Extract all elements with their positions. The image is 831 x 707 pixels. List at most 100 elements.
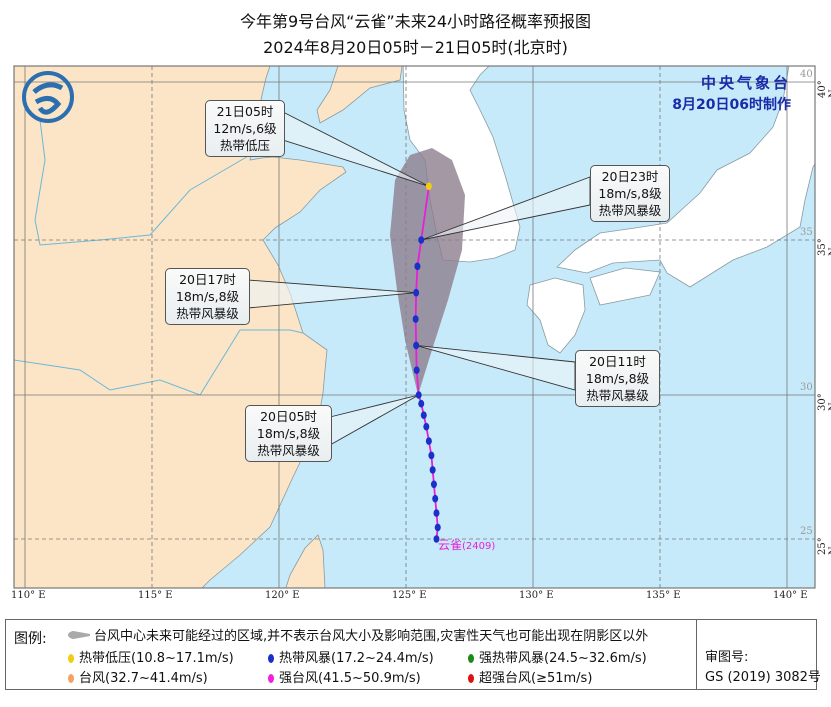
callout-wind: 18m/s,8级 [598,186,662,201]
lat-tick-label: 30° N [817,393,831,411]
callout-time: 20日17时 [179,272,236,287]
forecast-uncertainty-cone [390,148,465,395]
agency-name: 中央气象台 [700,74,791,92]
track-point-tropical-storm [412,315,419,323]
lat-tick-label: 35° N [817,238,831,256]
taiwan [285,534,326,588]
track-point-tropical-storm [434,523,441,532]
track-point-tropical-storm [429,466,436,474]
legend-item: 热带风暴(17.2~24.4m/s) [268,647,434,666]
graticule [14,66,815,588]
callout-lines [247,111,591,446]
track-point-tropical-storm [413,366,420,375]
callout-grade: 热带低压 [219,138,270,153]
intensity-dot-icon [468,674,474,683]
callout-grade: 热带风暴级 [176,306,239,321]
review-number: GS (2019) 3082号 [705,670,821,685]
legend-item: 超强台风(≥51m/s) [468,667,592,686]
callout-grade: 热带风暴级 [586,388,649,403]
review-label: 审图号: [705,650,749,665]
intensity-dot-icon [68,654,74,663]
callout-grade: 热带风暴级 [257,443,320,458]
callout-time: 20日23时 [601,169,659,184]
liaodong-peninsula [316,66,403,124]
lat-inner-label: 30 [800,382,813,393]
lon-tick-label: 135° E [646,590,681,601]
legend-item-label: 超强台风(≥51m/s) [479,671,593,686]
track-point-tropical-storm [432,494,439,503]
typhoon-name: 云雀 [438,538,463,552]
callout-time: 21日05时 [216,104,274,119]
lat-inner-label: 35 [800,227,813,238]
typhoon-code: (2409) [462,541,496,552]
callout-wind: 12m/s,6级 [213,121,277,136]
callout-wind: 18m/s,8级 [585,371,650,386]
legend-item-label: 强台风(41.5~50.9m/s) [279,671,421,686]
rivers [14,119,304,396]
lon-tick-label: 115° E [138,590,173,601]
callout-time: 20日11时 [589,354,646,369]
track-point-tropical-storm [430,480,437,489]
logo [22,71,74,123]
lat-tick-label: 25° N [817,537,831,555]
intensity-dot-icon [268,654,274,663]
track-point-tropical-storm [418,236,425,244]
forecast-callout: 20日05时 18m/s,8级 热带风暴级 [245,405,332,462]
japan-shikoku [589,267,661,306]
lon-tick-label: 125° E [392,590,427,601]
map-title: 今年第9号台风“云雀”未来24小时路径概率预报图 [239,12,592,31]
forecast-callout: 20日11时 18m/s,8级 热带风暴级 [575,350,660,407]
callout-wind: 18m/s,8级 [256,426,321,441]
lon-tick-label: 130° E [519,590,554,601]
legend-item: 强热带风暴(24.5~32.6m/s) [468,647,647,666]
review-number-box: 审图号: GS (2019) 3082号 [696,620,821,689]
callout-grade: 热带风暴级 [598,203,662,218]
track-point-tropical-storm [420,411,427,419]
lon-tick-label: 110° E [11,590,46,601]
intensity-dot-icon [68,674,74,683]
callout-time: 20日05时 [260,409,317,424]
track-point-depression [425,182,432,191]
cone-swatch-icon [68,630,90,640]
track-point-tropical-storm [413,341,420,350]
track-point-tropical-storm [415,391,422,399]
legend-item: 强台风(41.5~50.9m/s) [268,667,421,686]
track-point-tropical-storm [423,422,430,431]
forecast-callout: 20日17时 18m/s,8级 热带风暴级 [165,268,250,325]
map-subtitle: 2024年8月20日05时－21日05时(北京时) [263,38,568,57]
callout-wind: 18m/s,8级 [175,289,240,304]
lat-tick-label: 40° N [817,80,831,98]
legend-cone: 台风中心未来可能经过的区域,并不表示台风大小及影响范围,灾害性天气也可能出现在阴… [68,625,648,644]
intensity-dot-icon [268,674,274,683]
legend: 图例: 台风中心未来可能经过的区域,并不表示台风大小及影响范围,灾害性天气也可能… [5,619,821,690]
japan-kyushu [526,277,586,354]
legend-item-label: 热带低压(10.8~17.1m/s) [79,651,234,666]
legend-item-label: 热带风暴(17.2~24.4m/s) [279,651,434,666]
track-point-tropical-storm [433,535,440,543]
lon-tick-label: 140° E [773,590,808,601]
lat-inner-label: 40 [800,69,813,80]
legend-item-label: 台风(32.7~41.4m/s) [79,671,208,686]
legend-cone-text: 台风中心未来可能经过的区域,并不表示台风大小及影响范围,灾害性天气也可能出现在阴… [94,629,649,644]
legend-item: 热带低压(10.8~17.1m/s) [68,647,234,666]
typhoon-track-points [412,182,441,543]
legend-header: 图例: [14,631,47,647]
track-point-tropical-storm [425,437,432,445]
track-point-tropical-storm [418,399,425,408]
japan-honshu [556,66,815,288]
track-point-tropical-storm [413,288,420,297]
map-frame [13,65,816,589]
typhoon-name-label: 云雀(2409) [438,536,495,553]
legend-item: 台风(32.7~41.4m/s) [68,667,208,686]
track-point-tropical-storm [428,451,435,460]
forecast-callout: 20日23时 18m/s,8级 热带风暴级 [590,165,670,222]
lat-inner-label: 25 [800,526,813,537]
legend-item-label: 强热带风暴(24.5~32.6m/s) [479,651,647,666]
track-point-tropical-storm [414,262,421,271]
lon-tick-label: 120° E [265,590,300,601]
track-point-tropical-storm [433,509,440,517]
issue-time: 8月20日06时制作 [672,97,791,113]
forecast-callout: 21日05时 12m/s,6级 热带低压 [205,100,285,157]
intensity-dot-icon [468,654,474,663]
